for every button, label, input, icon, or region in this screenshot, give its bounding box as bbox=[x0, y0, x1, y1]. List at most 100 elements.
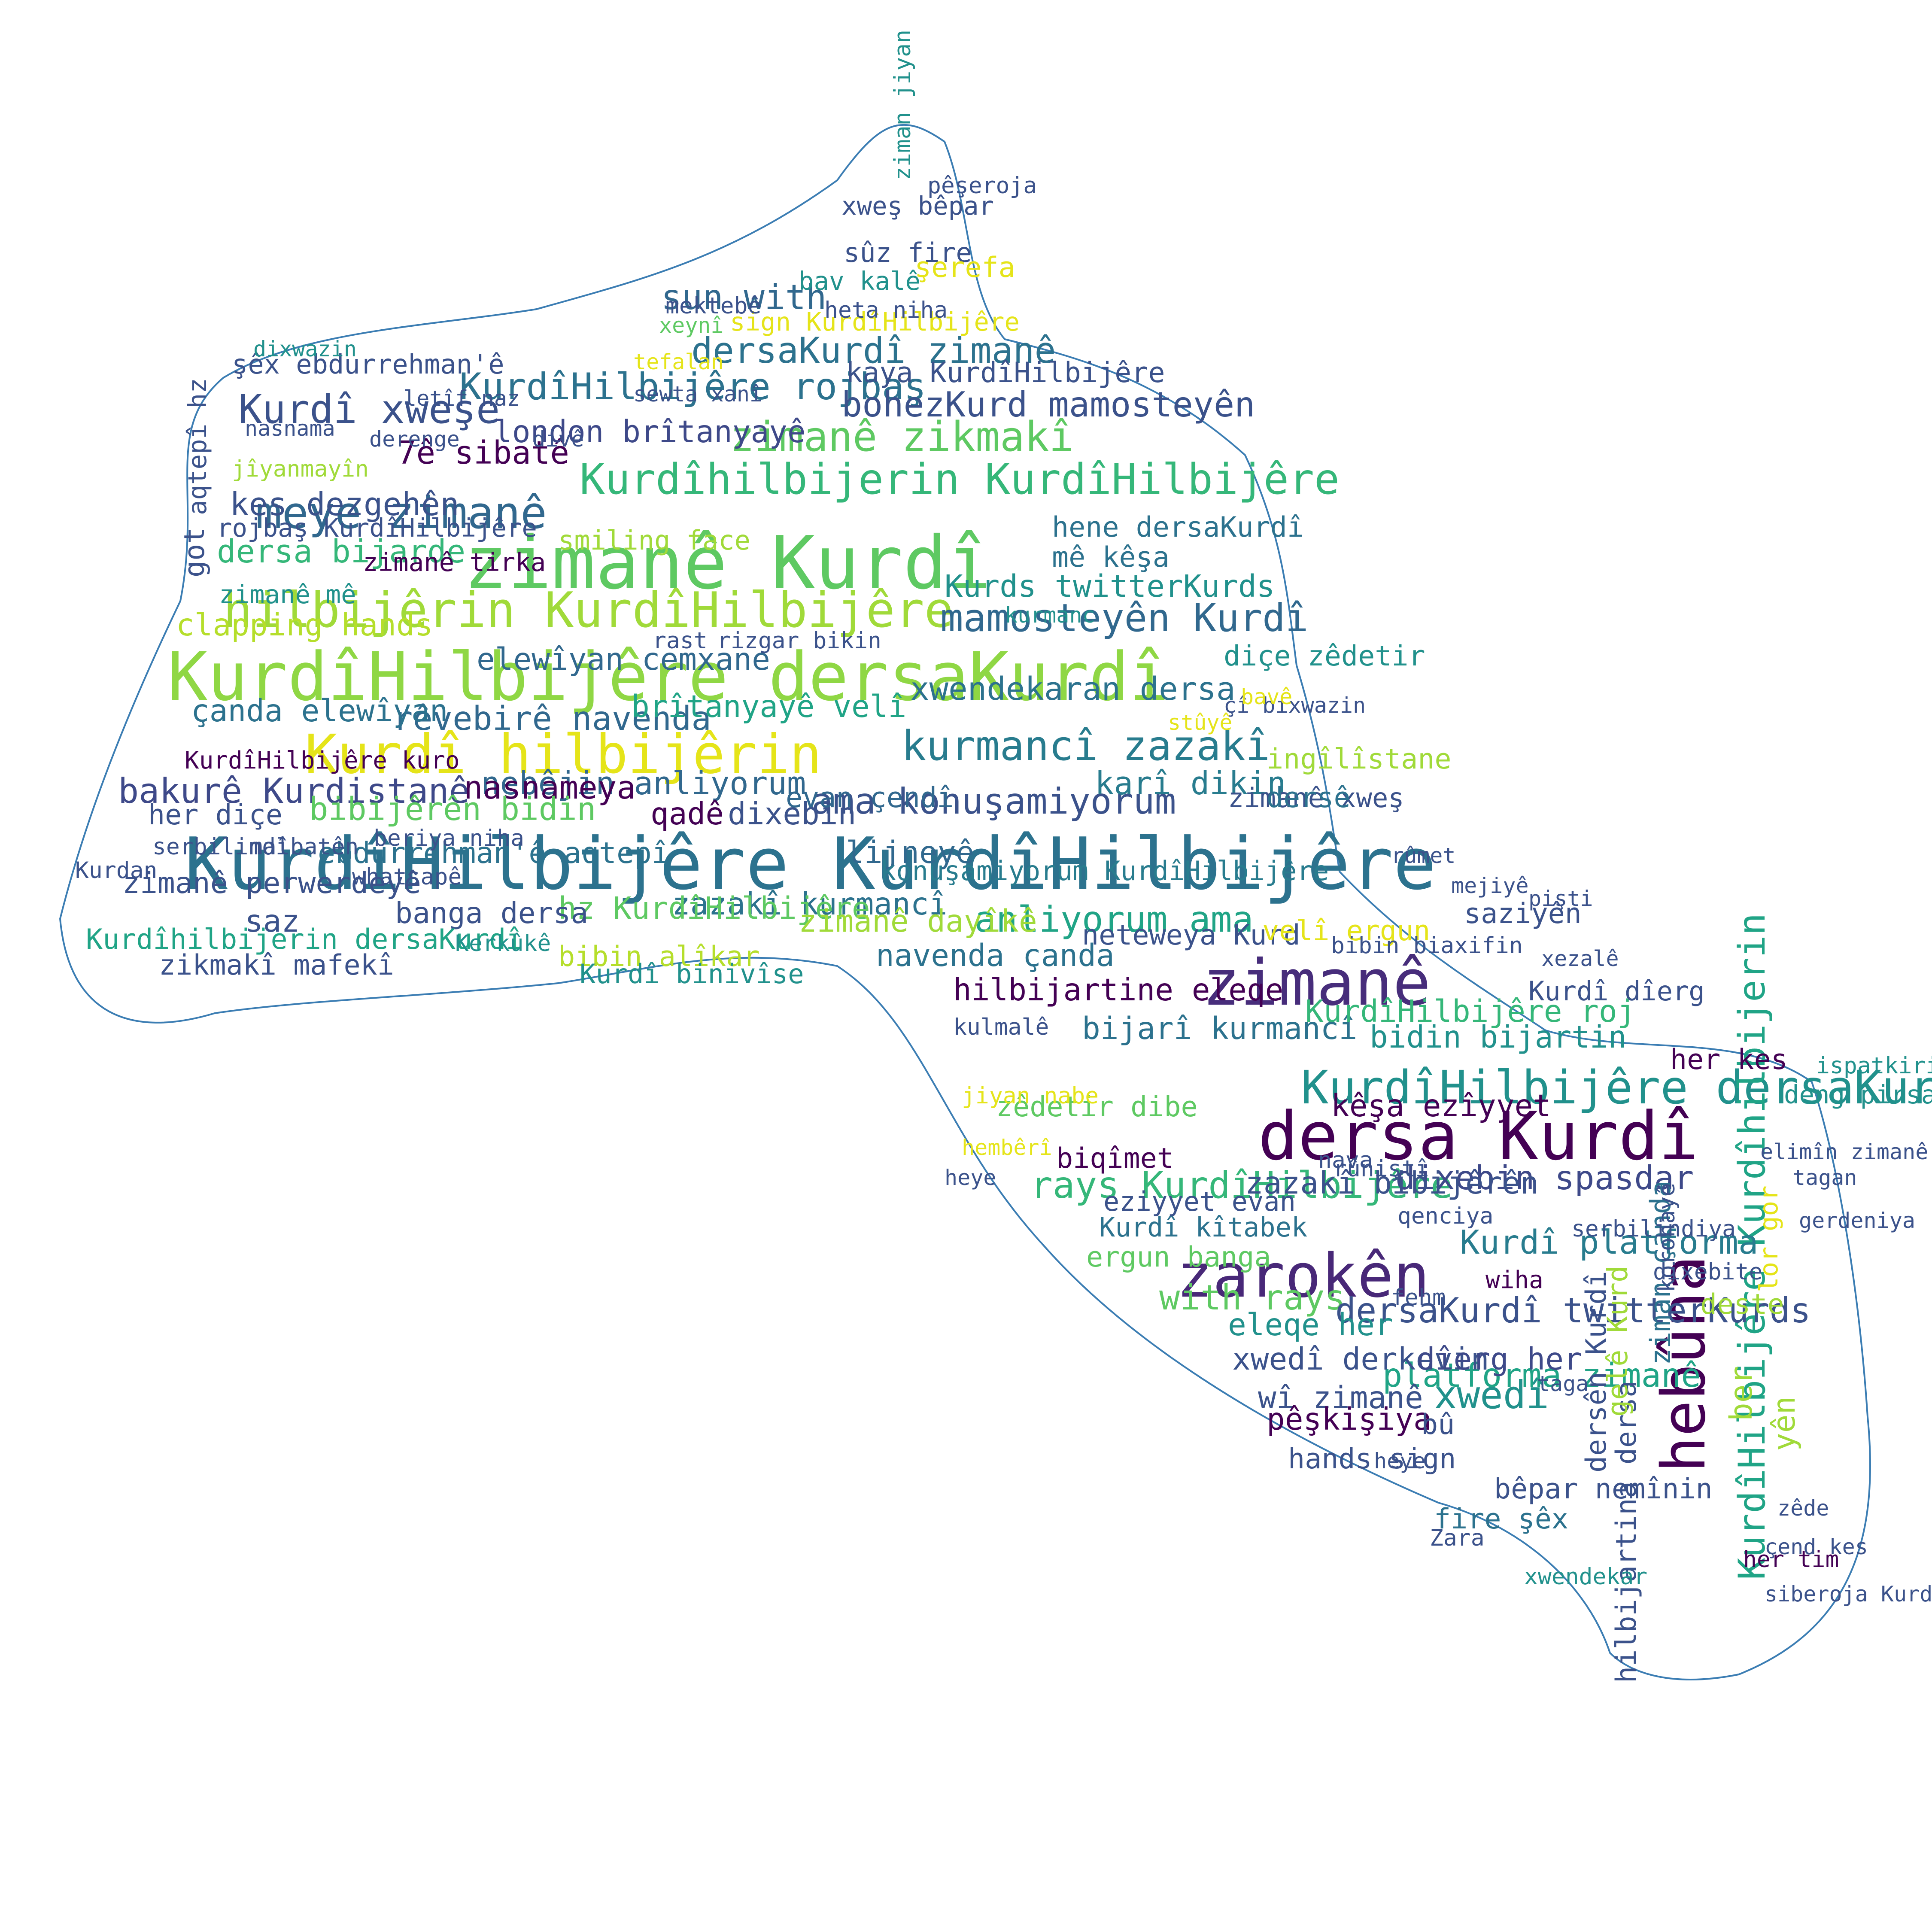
cloud-word: got bbox=[179, 527, 211, 577]
cloud-word: çî bixwazin bbox=[1224, 693, 1366, 718]
cloud-word: saz bbox=[245, 903, 300, 939]
cloud-word: koronayê bbox=[1654, 1183, 1680, 1292]
words-layer: zimanê Kurdî KurdîHilbijêre KurdîHilbijêr… bbox=[75, 30, 1932, 1683]
cloud-word: xwedî derkevin bbox=[1232, 1341, 1489, 1377]
cloud-word: zêdetir dibe bbox=[996, 1091, 1198, 1123]
cloud-word: elimîn zimanê bbox=[1760, 1139, 1928, 1164]
cloud-word: zêde bbox=[1777, 1496, 1829, 1521]
cloud-word: zimanê zikmakî bbox=[730, 413, 1074, 461]
cloud-word: dersaKurdî zimanê bbox=[691, 330, 1056, 371]
cloud-word: eleqe her bbox=[1228, 1307, 1393, 1343]
cloud-word: KurdîHilbijêre dersaKurdî bbox=[1301, 1061, 1932, 1115]
cloud-word: platforma zimanê bbox=[1382, 1357, 1701, 1395]
cloud-word: bav kalê bbox=[799, 266, 920, 296]
cloud-word: dersên Kurdî bbox=[1580, 1271, 1613, 1473]
cloud-word: tagan bbox=[1792, 1165, 1857, 1190]
cloud-word: her diçe bbox=[148, 799, 283, 831]
cloud-word: london brîtanyayê bbox=[494, 414, 806, 450]
cloud-word: neteweya Kurd bbox=[1082, 919, 1300, 951]
cloud-word: whatsapê bbox=[352, 864, 462, 890]
cloud-word: rizgar bikin bbox=[717, 628, 881, 654]
cloud-word: KurdîHilbijêre kuro bbox=[185, 747, 460, 775]
cloud-word: yên bbox=[1766, 1396, 1802, 1451]
cloud-outline-shape bbox=[59, 124, 1871, 1680]
cloud-word: hz KurdîHilbijêre bbox=[558, 890, 870, 926]
cloud-word: bibin alîkar bbox=[558, 941, 760, 973]
cloud-word: hilbijartina dersa bbox=[1610, 1381, 1643, 1683]
cloud-word: gerdeniya bbox=[1799, 1208, 1915, 1233]
cloud-word: hilbijêrin KurdîHilbijêre bbox=[223, 582, 954, 638]
cloud-word: dîerg her bbox=[1417, 1341, 1582, 1377]
cloud-word: rojbaş KurdîHilbijêre bbox=[217, 513, 537, 543]
cloud-word: ispatkirin bbox=[1816, 1053, 1932, 1079]
cloud-word: zazakî bibijêrên bbox=[1245, 1165, 1539, 1201]
cloud-word: lor gor bbox=[1754, 1185, 1783, 1292]
cloud-word: 7ê sibatê bbox=[397, 434, 569, 471]
cloud-word: bidin bijartin bbox=[1370, 1019, 1626, 1055]
cloud-word: bakurê Kurdistanê bbox=[118, 771, 470, 811]
cloud-word: kes dezgehên bbox=[230, 486, 459, 523]
cloud-word: siberoja Kurdî bbox=[1765, 1582, 1932, 1607]
cloud-word: şerefa bbox=[914, 252, 1015, 284]
cloud-word: ebdurrehman'ê aqtepî bbox=[318, 836, 669, 870]
cloud-word: mektebê bbox=[665, 293, 761, 319]
cloud-word: zimanê tirka bbox=[363, 547, 546, 577]
cloud-word: saziyên bbox=[1464, 898, 1582, 930]
cloud-word: Kurdî platforma bbox=[1460, 1224, 1758, 1262]
cloud-word: bibin biaxifin bbox=[1331, 933, 1523, 959]
cloud-word: dersa Kurdî bbox=[1258, 1097, 1699, 1175]
cloud-word: smiling face bbox=[558, 525, 750, 556]
cloud-word: xweş bêpar bbox=[841, 191, 994, 221]
cloud-word: çend kes bbox=[1765, 1534, 1868, 1559]
cloud-word: brîtanyayê velî bbox=[631, 689, 906, 724]
cloud-word: sewta xanî bbox=[633, 382, 762, 407]
cloud-word: heye bbox=[1374, 1449, 1425, 1473]
cloud-word: Kurdan bbox=[75, 857, 157, 884]
cloud-word: pêşkişiya bbox=[1267, 1401, 1432, 1437]
cloud-word: dixebin spasdar bbox=[1395, 1159, 1694, 1197]
cloud-word: xeynî bbox=[659, 313, 724, 338]
cloud-word: her kes bbox=[1670, 1044, 1788, 1076]
cloud-word: hands sign bbox=[1288, 1443, 1456, 1475]
cloud-word: Kurdî kîtabek bbox=[1099, 1212, 1307, 1243]
cloud-word: dersê bbox=[1267, 782, 1351, 814]
cloud-word: mê kêşa bbox=[1052, 541, 1170, 574]
cloud-word: hebûna bbox=[1649, 1255, 1719, 1473]
cloud-word: deng pirsa bbox=[1784, 1080, 1932, 1109]
cloud-word: heta niha bbox=[824, 297, 948, 323]
cloud-word: ingîlîstane bbox=[1267, 743, 1451, 775]
cloud-word: tefalan bbox=[633, 349, 724, 374]
cloud-word: dersaKurdî twitterKurds bbox=[1335, 1291, 1811, 1331]
cloud-word: letîf naz bbox=[404, 386, 520, 411]
cloud-word: sign KurdîHilbijêre bbox=[730, 307, 1020, 337]
cloud-word: elewîyan cemxane bbox=[477, 641, 770, 677]
cloud-word: kulmalê bbox=[953, 1014, 1049, 1040]
cloud-word: bêpar nemînin bbox=[1494, 1473, 1713, 1505]
cloud-word: serbilindiya bbox=[1571, 1216, 1736, 1242]
cloud-word: Kurds twitterKurds bbox=[945, 568, 1275, 604]
cloud-word: Zara bbox=[1430, 1525, 1485, 1551]
cloud-word: pêşeroja bbox=[927, 173, 1037, 199]
cloud-word: kurmancî zazakî bbox=[902, 723, 1270, 770]
cloud-word: nasnameya bbox=[464, 769, 636, 806]
cloud-word: aqtepî hz bbox=[182, 378, 212, 515]
cloud-word: xezalê bbox=[1541, 946, 1619, 971]
cloud-word: zimanê mê bbox=[219, 580, 356, 609]
cloud-word: beriya niha bbox=[374, 825, 524, 851]
cloud-word: kaya KurdîHilbijêre bbox=[846, 357, 1165, 389]
cloud-word: stûyê bbox=[1168, 710, 1233, 735]
cloud-word: dixebin bbox=[728, 796, 856, 832]
cloud-word: zarokên bbox=[1176, 1241, 1430, 1311]
cloud-word: KurdîHilbijêre roj bbox=[1305, 993, 1635, 1029]
cloud-word: konuşamiyorum KurdîHilbijêre bbox=[880, 855, 1329, 887]
cloud-word: bijarî kurmancî bbox=[1082, 1011, 1357, 1046]
cloud-word: clapping hands bbox=[176, 607, 433, 643]
cloud-word: taga bbox=[1537, 1371, 1589, 1396]
cloud-word: rast bbox=[653, 628, 708, 654]
cloud-word: sun with bbox=[661, 277, 826, 317]
cloud-word: banga dersa bbox=[395, 896, 588, 930]
cloud-word: rûniştî bbox=[1333, 1156, 1429, 1182]
cloud-word: diçe zêdetir bbox=[1224, 640, 1425, 672]
cloud-word: ziman çanda bbox=[1645, 1181, 1677, 1365]
cloud-word: şêx ebdurrehman'ê bbox=[232, 349, 504, 380]
